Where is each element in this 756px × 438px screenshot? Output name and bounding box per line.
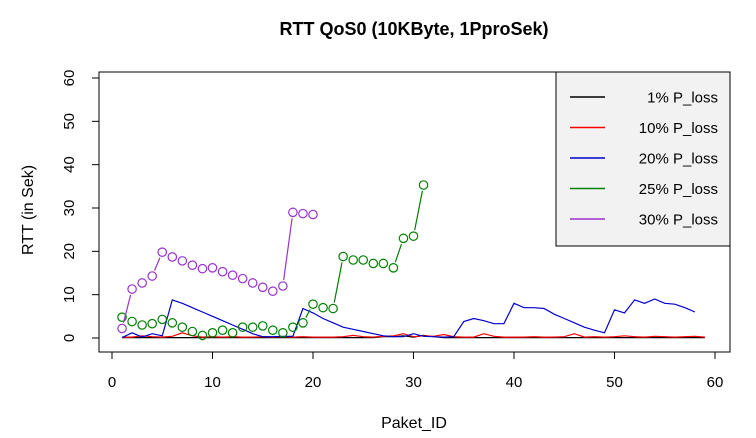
y-axis-label: RTT (in Sek) [20, 165, 37, 255]
data-point [157, 314, 168, 325]
x-tick-label: 40 [506, 374, 523, 391]
x-axis-label: Paket_ID [381, 415, 447, 432]
data-point [237, 322, 248, 332]
data-point [127, 284, 137, 294]
data-point [117, 312, 127, 322]
data-point [207, 327, 218, 338]
data-point [187, 326, 198, 337]
y-tick-label: 30 [61, 200, 78, 217]
data-point [217, 325, 228, 335]
data-point [408, 231, 419, 241]
data-point [418, 180, 429, 190]
series-segment [414, 190, 423, 231]
y-tick-label: 50 [61, 113, 78, 130]
data-point [127, 316, 137, 327]
data-point [278, 327, 288, 338]
y-tick-label: 60 [61, 70, 78, 87]
data-point [308, 299, 318, 309]
series-2 [121, 298, 696, 339]
data-point [267, 286, 278, 296]
data-point [298, 208, 308, 219]
data-point [177, 322, 188, 332]
data-point [137, 320, 147, 330]
data-point [338, 251, 348, 262]
data-point [308, 209, 318, 220]
data-point [278, 281, 288, 291]
y-tick-label: 20 [61, 243, 78, 260]
series-segment [394, 243, 403, 263]
legend-label: 10% P_loss [639, 120, 718, 137]
data-point [267, 325, 278, 335]
data-point [288, 322, 298, 332]
series-layer [117, 180, 705, 341]
data-point [358, 255, 369, 265]
data-point [227, 327, 238, 338]
x-tick-label: 20 [305, 374, 322, 391]
series-line [122, 332, 705, 338]
y-tick-label: 10 [61, 286, 78, 303]
data-point [197, 330, 208, 341]
data-point [318, 302, 328, 313]
data-point [388, 262, 399, 273]
series-segment [305, 309, 311, 318]
y-axis: 0 10 20 30 40 50 60 [61, 70, 100, 342]
data-point [288, 207, 298, 218]
legend-label: 20% P_loss [639, 151, 718, 168]
data-point [167, 252, 178, 262]
legend-label: 25% P_loss [639, 181, 718, 198]
data-point [237, 273, 248, 284]
data-point [217, 266, 228, 277]
data-point [257, 282, 268, 293]
y-tick-label: 40 [61, 156, 78, 173]
x-tick-label: 50 [606, 374, 623, 391]
data-point [167, 318, 178, 328]
data-point [147, 271, 157, 281]
chart-title: RTT QoS0 (10KByte, 1PproSek) [279, 19, 548, 39]
legend-box [555, 71, 731, 247]
series-segment [122, 294, 132, 323]
data-point [298, 318, 308, 328]
series-3 [117, 180, 429, 341]
data-point [257, 321, 268, 331]
data-point [398, 233, 409, 244]
x-axis: 0 10 20 30 40 50 60 [108, 351, 724, 391]
data-point [378, 258, 389, 269]
data-point [187, 260, 198, 270]
series-segment [153, 257, 161, 271]
data-point [137, 278, 147, 288]
data-point [247, 278, 258, 288]
series-1 [122, 332, 705, 338]
x-tick-label: 60 [707, 374, 724, 391]
series-4 [117, 207, 318, 334]
data-point [348, 255, 358, 265]
data-point [207, 262, 218, 273]
data-point [227, 270, 238, 280]
data-point [147, 318, 157, 329]
legend: 1% P_loss 10% P_loss 20% P_loss 25% P_loss 3… [555, 71, 731, 247]
data-point [117, 323, 127, 334]
series-segment [333, 262, 343, 303]
data-point [177, 256, 188, 266]
data-point [247, 322, 258, 332]
data-point [328, 303, 338, 314]
legend-label: 1% P_loss [647, 90, 718, 107]
legend-label: 30% P_loss [639, 212, 718, 229]
data-point [157, 247, 168, 257]
data-point [197, 263, 208, 274]
data-point [368, 258, 379, 269]
y-tick-label: 0 [61, 334, 78, 342]
series-segment [283, 218, 293, 281]
series-line [121, 298, 696, 339]
x-tick-label: 0 [108, 374, 116, 391]
x-tick-label: 30 [405, 374, 422, 391]
x-tick-label: 10 [204, 374, 221, 391]
